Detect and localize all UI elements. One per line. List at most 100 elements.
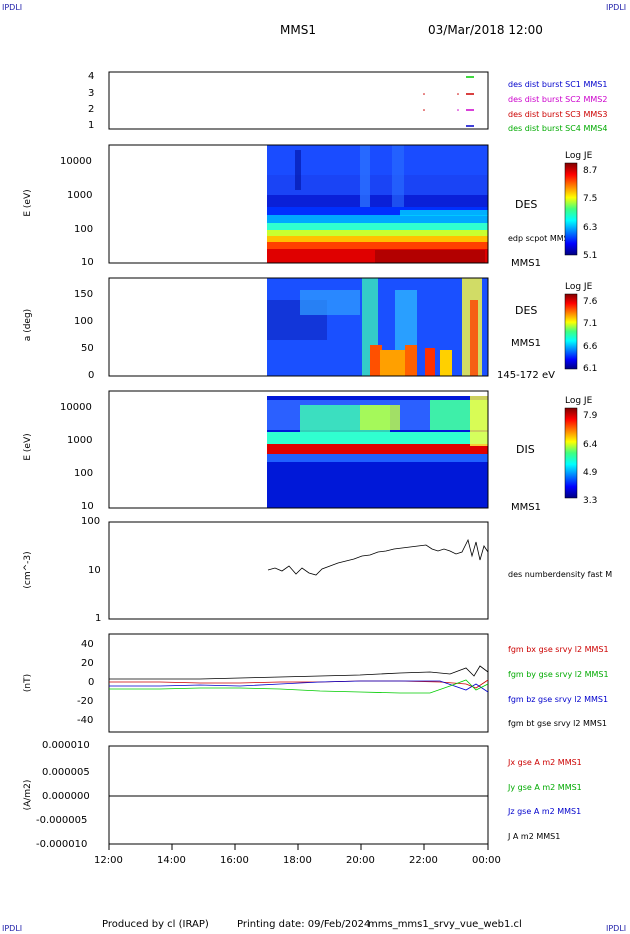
colorbar-2 [564, 293, 578, 370]
xtick-2000: 20:00 [346, 855, 375, 866]
des-pitch-spectrogram [267, 278, 488, 376]
des-energy-bottomlabel: MMS1 [511, 258, 541, 269]
burst-legend-sc1: des dist burst SC1 MMS1 [508, 80, 608, 89]
des-energy-sublabel: edp scpot MMS1 [508, 234, 574, 243]
cur-legend-jy: Jy gse A m2 MMS1 [508, 783, 582, 792]
xtick-2200: 22:00 [409, 855, 438, 866]
des-energy-label: DES [515, 198, 538, 211]
cb2-tick-3: 6.1 [583, 364, 598, 374]
cur-legend-jz: Jz gse A m2 MMS1 [508, 807, 582, 816]
cur-legend-j: J A m2 MMS1 [508, 832, 561, 841]
fgm-legend-bz: fgm bz gse srvy l2 MMS1 [508, 695, 609, 704]
fgm-ytick-20: 20 [81, 658, 94, 669]
dis-e-ytick-10: 10 [81, 501, 94, 512]
des-pitch-sublabel: MMS1 [511, 338, 541, 349]
dis-e-ytick-100: 100 [74, 468, 94, 479]
cur-ytick-3: -0.000005 [36, 815, 88, 826]
cb3-tick-0: 7.9 [583, 411, 598, 421]
cb2-tick-0: 7.6 [583, 297, 598, 307]
burst-legend-sc4: des dist burst SC4 MMS4 [508, 124, 608, 133]
des-energy-axes [108, 144, 489, 264]
des-e-ytick-1000: 1000 [67, 190, 93, 201]
fgm-bz-line [109, 680, 489, 693]
dis-e-ytick-1000: 1000 [67, 435, 93, 446]
des-p-ytick-50: 50 [81, 343, 94, 354]
footer-file: mms_mms1_srvy_vue_web1.cl [368, 919, 522, 930]
cb3-tick-2: 4.9 [583, 468, 598, 478]
footer-printing: Printing date: 09/Feb/2024 [237, 919, 371, 930]
fgm-legend-by: fgm by gse srvy l2 MMS1 [508, 670, 609, 679]
xtick-1800: 18:00 [283, 855, 312, 866]
dis-energy-spectrogram [267, 396, 488, 508]
dis-energy-axes [108, 390, 489, 509]
des-pitch-bottomlabel: 145-172 eV [497, 370, 555, 381]
fgm-ytick-m20: -20 [77, 696, 94, 707]
burst-legend-sc3: des dist burst SC3 MMS3 [508, 110, 608, 119]
des-pitch-axes [108, 277, 489, 377]
cur-legend-jx: Jx gse A m2 MMS1 [508, 758, 582, 767]
cur-ytick-1: 0.000005 [42, 767, 90, 778]
cur-ytick-4: -0.000010 [36, 839, 88, 850]
fgm-lines [109, 665, 489, 694]
density-line [267, 538, 489, 576]
des-pitch-label: DES [515, 304, 538, 317]
dis-energy-bottomlabel: MMS1 [511, 502, 541, 513]
fgm-bt-line [109, 665, 489, 680]
corner-label-bl: IPDLI [2, 924, 23, 933]
xtick-1200: 12:00 [94, 855, 123, 866]
colorbar-1 [564, 162, 578, 256]
burst-ytick-2: 2 [88, 104, 95, 115]
des-e-ytick-10: 10 [81, 257, 94, 268]
colorbar-3 [564, 407, 578, 499]
corner-label-br: IPDLI [606, 924, 627, 933]
des-p-ytick-0: 0 [88, 370, 95, 381]
cb2-title: Log JE [565, 282, 593, 292]
density-axes [108, 521, 489, 620]
cb1-tick-2: 6.3 [583, 223, 598, 233]
burst-legend-sc2: des dist burst SC2 MMS2 [508, 95, 608, 104]
fgm-by-line [109, 679, 489, 694]
burst-markers [423, 76, 474, 127]
cb3-title: Log JE [565, 396, 593, 406]
dis-energy-label: DIS [516, 443, 535, 456]
dens-ytick-100: 100 [81, 516, 101, 527]
density-legend: des numberdensity fast M [508, 570, 613, 579]
fgm-ytick-m40: -40 [77, 715, 94, 726]
cur-ytick-0: 0.000010 [42, 740, 90, 751]
des-p-ytick-100: 100 [74, 316, 94, 327]
cur-ytick-2: 0.000000 [42, 791, 90, 802]
fgm-legend-bx: fgm bx gse srvy l2 MMS1 [508, 645, 609, 654]
corner-label-tl: IPDLI [2, 3, 23, 12]
burst-axes [108, 71, 489, 130]
cb2-tick-2: 6.6 [583, 342, 598, 352]
fgm-legend-bt: fgm bt gse srvy l2 MMS1 [508, 719, 607, 728]
footer-produced: Produced by cl (IRAP) [102, 919, 209, 930]
fgm-axes [108, 633, 489, 733]
x-tick-marks [108, 844, 489, 850]
cb1-tick-3: 5.1 [583, 251, 598, 261]
xtick-0000: 00:00 [472, 855, 501, 866]
burst-ytick-3: 3 [88, 88, 95, 99]
fgm-ytick-40: 40 [81, 639, 94, 650]
cb1-tick-0: 8.7 [583, 166, 598, 176]
des-energy-spectrogram [267, 145, 488, 263]
cb3-tick-3: 3.3 [583, 496, 598, 506]
dens-ytick-1: 1 [95, 613, 102, 624]
xtick-1600: 16:00 [220, 855, 249, 866]
burst-ytick-1: 1 [88, 120, 95, 131]
fgm-ytick-0: 0 [88, 677, 95, 688]
current-axes [108, 745, 489, 845]
cb1-title: Log JE [565, 151, 593, 161]
burst-ytick-4: 4 [88, 71, 95, 82]
spacecraft-title: MMS1 [280, 23, 316, 37]
xtick-1400: 14:00 [157, 855, 186, 866]
cb1-tick-1: 7.5 [583, 194, 598, 204]
dis-e-ytick-10000: 10000 [60, 402, 92, 413]
datetime-title: 03/Mar/2018 12:00 [428, 23, 543, 37]
des-e-ytick-100: 100 [74, 224, 94, 235]
cb3-tick-1: 6.4 [583, 440, 598, 450]
corner-label-tr: IPDLI [606, 3, 627, 12]
dens-ytick-10: 10 [88, 565, 101, 576]
des-p-ytick-150: 150 [74, 289, 94, 300]
